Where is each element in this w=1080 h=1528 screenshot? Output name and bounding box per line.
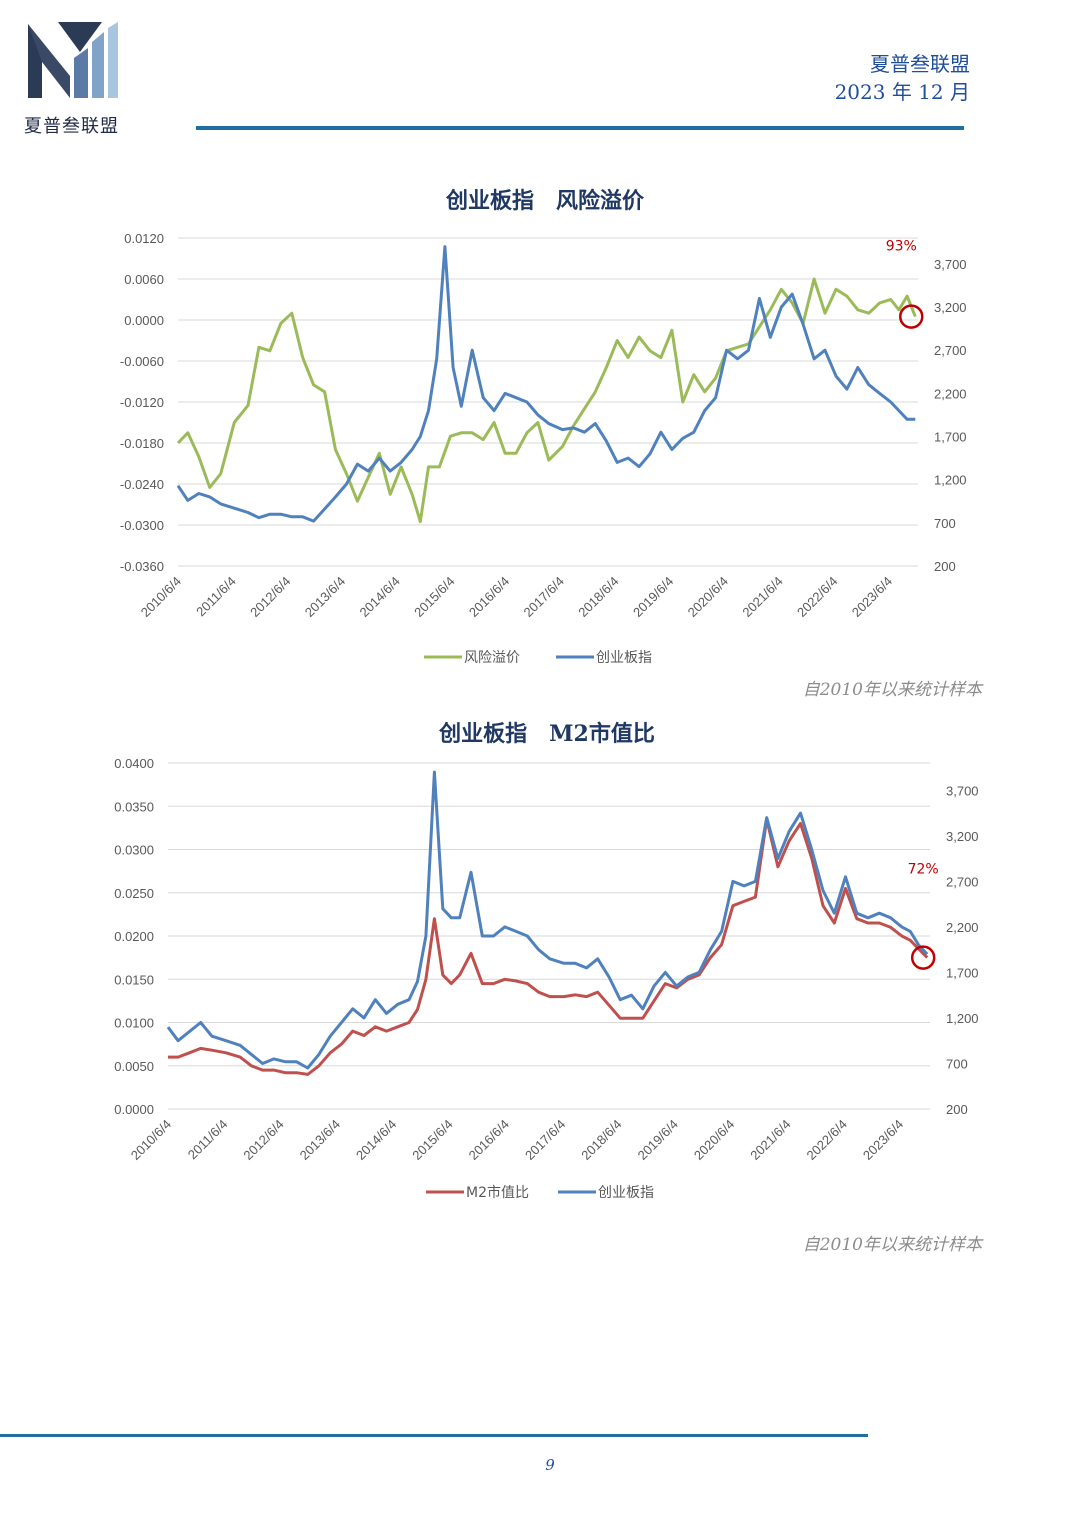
logo-text: 夏普叁联盟	[24, 116, 119, 137]
right-tick-label: 2,200	[946, 920, 979, 935]
series-line-index	[166, 770, 929, 1070]
header-date: 2023 年 12 月	[834, 80, 970, 104]
x-tick-label: 2013/6/4	[297, 1117, 343, 1163]
right-tick-label: 3,700	[946, 783, 979, 798]
x-tick-label: 2023/6/4	[849, 574, 895, 620]
highlight-circle	[910, 945, 936, 970]
x-tick-label: 2013/6/4	[302, 574, 348, 620]
series-line-primary	[176, 277, 917, 524]
footer-divider	[0, 1434, 868, 1437]
x-tick-label: 2011/6/4	[193, 574, 239, 620]
x-tick-label: 2010/6/4	[138, 574, 184, 620]
x-tick-label: 2010/6/4	[128, 1117, 174, 1163]
x-tick-label: 2021/6/4	[747, 1117, 793, 1163]
x-tick-label: 2023/6/4	[860, 1117, 906, 1163]
x-tick-label: 2014/6/4	[357, 574, 403, 620]
left-tick-label: 0.0000	[124, 313, 164, 328]
left-tick-label: -0.0180	[120, 436, 164, 451]
right-tick-label: 1,700	[934, 430, 967, 445]
x-tick-label: 2019/6/4	[635, 1117, 681, 1163]
percentile-annotation: 93%	[886, 239, 917, 255]
x-tick-label: 2018/6/4	[578, 1117, 624, 1163]
legend-label: 创业板指	[598, 1185, 654, 1201]
left-tick-label: -0.0300	[120, 518, 164, 533]
right-tick-label: 700	[946, 1056, 968, 1071]
x-tick-label: 2016/6/4	[466, 1117, 512, 1163]
left-tick-label: 0.0350	[114, 799, 154, 814]
left-tick-label: 0.0400	[114, 756, 154, 771]
right-tick-label: 200	[934, 559, 956, 574]
left-tick-label: 0.0200	[114, 929, 154, 944]
percentile-annotation: 72%	[908, 862, 939, 878]
x-tick-label: 2014/6/4	[353, 1117, 399, 1163]
risk-premium-chart: 创业板指 风险溢价 0.0120 0.0060 0.0000 -0.0060 -0.012…	[120, 188, 967, 666]
legend-label: 风险溢价	[464, 650, 520, 666]
chart-title: 创业板指 M2市值比	[438, 721, 655, 747]
legend-label: 创业板指	[596, 650, 652, 666]
right-tick-label: 3,200	[934, 300, 967, 315]
page-number: 9	[545, 1456, 555, 1474]
right-tick-label: 2,700	[934, 343, 967, 358]
x-tick-label: 2017/6/4	[521, 574, 567, 620]
left-tick-label: -0.0240	[120, 477, 164, 492]
x-tick-label: 2015/6/4	[411, 574, 457, 620]
x-tick-label: 2018/6/4	[575, 574, 621, 620]
series-line-primary	[168, 817, 929, 1076]
x-tick-label: 2019/6/4	[630, 574, 676, 620]
left-tick-label: 0.0050	[114, 1059, 154, 1074]
x-tick-label: 2012/6/4	[240, 1117, 286, 1163]
x-tick-label: 2022/6/4	[804, 1117, 850, 1163]
right-tick-label: 700	[934, 516, 956, 531]
page-header: 夏普叁联盟 2023 年 12 月	[835, 50, 970, 106]
x-tick-label: 2016/6/4	[466, 574, 512, 620]
right-tick-label: 2,200	[934, 386, 967, 401]
left-tick-label: 0.0300	[114, 843, 154, 858]
x-tick-label: 2022/6/4	[794, 574, 840, 620]
right-tick-label: 1,200	[946, 1011, 979, 1026]
logo-icon	[28, 22, 118, 98]
right-tick-label: 200	[946, 1102, 968, 1117]
x-tick-label: 2020/6/4	[685, 574, 731, 620]
x-tick-label: 2020/6/4	[691, 1117, 737, 1163]
right-tick-label: 1,700	[946, 965, 979, 980]
left-tick-label: 0.0150	[114, 972, 154, 987]
x-tick-label: 2012/6/4	[247, 574, 293, 620]
highlight-circle	[899, 304, 924, 329]
left-tick-label: 0.0000	[114, 1102, 154, 1117]
right-tick-label: 1,200	[934, 473, 967, 488]
left-tick-label: 0.0060	[124, 272, 164, 287]
sample-note-2: 自2010年以来统计样本	[802, 1235, 982, 1255]
right-tick-label: 3,200	[946, 829, 979, 844]
left-tick-label: 0.0100	[114, 1016, 154, 1031]
x-tick-label: 2015/6/4	[409, 1117, 455, 1163]
m2-ratio-chart: 创业板指 M2市值比 0.0400 0.0350 0.0300 0.0250 0.0200…	[114, 721, 979, 1201]
right-tick-label: 2,700	[946, 874, 979, 889]
left-tick-label: 0.0250	[114, 886, 154, 901]
left-tick-label: -0.0360	[120, 559, 164, 574]
header-org: 夏普叁联盟	[870, 52, 970, 76]
left-tick-label: -0.0060	[120, 354, 164, 369]
left-tick-label: 0.0120	[124, 231, 164, 246]
left-tick-label: -0.0120	[120, 395, 164, 410]
series-line-index	[176, 245, 916, 523]
x-tick-label: 2021/6/4	[739, 574, 785, 620]
chart-title: 创业板指 风险溢价	[445, 188, 645, 214]
x-tick-label: 2017/6/4	[522, 1117, 568, 1163]
right-tick-label: 3,700	[934, 257, 967, 272]
sample-note-1: 自2010年以来统计样本	[802, 680, 982, 700]
x-tick-label: 2011/6/4	[185, 1117, 231, 1163]
legend-label: M2市值比	[466, 1184, 529, 1201]
header-divider	[196, 126, 964, 130]
